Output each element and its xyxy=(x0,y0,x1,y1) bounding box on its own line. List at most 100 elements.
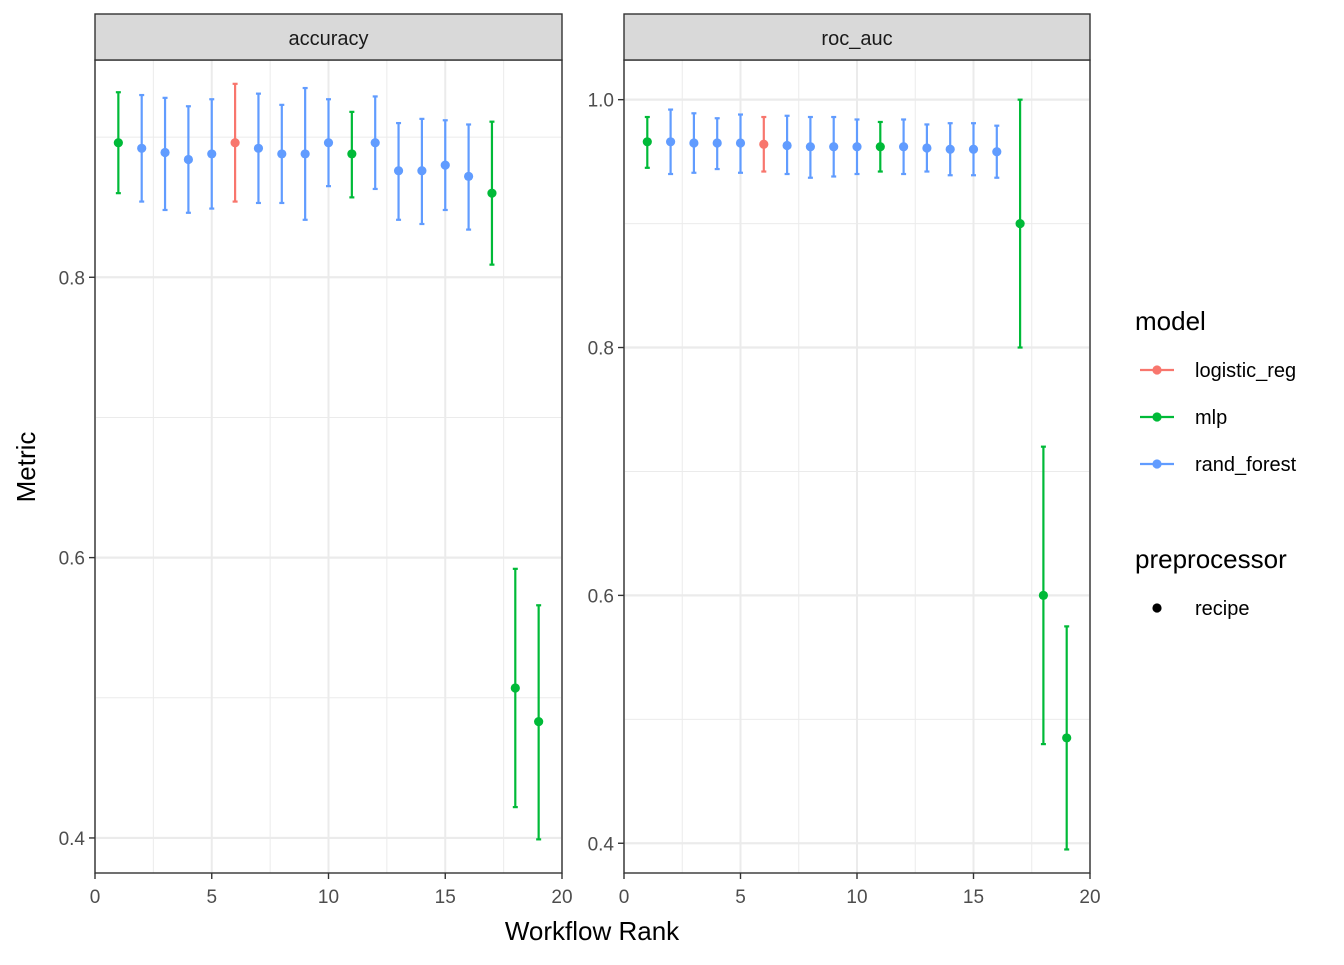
data-point-group xyxy=(510,567,520,809)
data-point xyxy=(968,144,979,154)
data-point-group xyxy=(689,112,699,174)
data-point-group xyxy=(992,124,1002,179)
data-point-group xyxy=(968,122,979,177)
legend-key-point xyxy=(1152,412,1162,422)
facet-strip xyxy=(94,13,563,61)
legend-item-rand_forest: rand_forest xyxy=(1140,454,1297,476)
data-point-group xyxy=(759,115,769,173)
data-point xyxy=(735,138,746,148)
data-point xyxy=(534,717,544,727)
data-point-group xyxy=(440,119,450,212)
x-tick-label: 5 xyxy=(735,887,746,908)
panel-roc_auc: roc_auc 0 5 10 15 20 0.4 0.6 0.8 1.0 xyxy=(588,13,1101,908)
data-point xyxy=(487,188,497,198)
data-point xyxy=(666,137,676,147)
legend-preprocessor-title: preprocessor xyxy=(1135,544,1287,574)
data-point xyxy=(852,142,862,152)
data-point xyxy=(1015,218,1025,229)
data-point xyxy=(253,143,264,153)
data-point xyxy=(417,166,427,176)
data-point-group xyxy=(805,115,816,179)
x-tick-label: 5 xyxy=(206,887,217,908)
y-tick-label: 0.6 xyxy=(588,586,614,607)
legend-key-point xyxy=(1152,459,1162,469)
legend-item-recipe: recipe xyxy=(1152,598,1249,620)
x-tick-label: 15 xyxy=(963,887,984,908)
x-tick-label: 15 xyxy=(435,887,456,908)
data-point-group xyxy=(1015,98,1025,349)
y-tick-label: 1.0 xyxy=(588,91,614,112)
legend-item-logistic_reg: logistic_reg xyxy=(1140,360,1296,382)
data-point-group xyxy=(1038,445,1048,746)
legend-item-mlp: mlp xyxy=(1140,407,1227,429)
data-point xyxy=(183,154,193,165)
data-point xyxy=(323,138,334,148)
y-axis-title: Metric xyxy=(11,432,41,503)
data-point-group xyxy=(534,604,544,841)
data-point xyxy=(440,160,450,170)
data-point-group xyxy=(852,118,862,176)
data-point-group xyxy=(323,98,334,188)
legend-model-title: model xyxy=(1135,306,1206,336)
data-point xyxy=(689,138,699,148)
y-tick-label: 0.4 xyxy=(588,834,615,855)
data-point-group xyxy=(393,121,404,221)
data-point-group xyxy=(370,95,380,191)
x-tick-label: 10 xyxy=(318,887,339,908)
x-tick-label: 20 xyxy=(1079,887,1100,908)
legend-item-label: recipe xyxy=(1195,598,1249,620)
data-point xyxy=(277,149,287,159)
data-point-group xyxy=(487,120,497,266)
data-point xyxy=(922,143,932,153)
x-tick-label: 0 xyxy=(619,887,630,908)
data-point xyxy=(1062,733,1072,743)
data-point-group xyxy=(347,110,357,199)
data-point xyxy=(137,143,147,153)
facet-strip xyxy=(623,13,1091,61)
data-point-group xyxy=(160,96,170,212)
data-point xyxy=(642,137,652,147)
data-point-group xyxy=(207,98,217,210)
data-point-group xyxy=(113,91,123,195)
x-tick-label: 10 xyxy=(846,887,867,908)
y-tick-label: 0.8 xyxy=(59,268,85,289)
data-point xyxy=(875,142,885,152)
data-point xyxy=(1038,590,1048,600)
data-point-group xyxy=(1062,625,1072,851)
data-point xyxy=(899,142,909,152)
data-point xyxy=(510,683,520,693)
x-tick-label: 0 xyxy=(90,887,101,908)
data-point xyxy=(782,140,792,151)
facet-strip-label: accuracy xyxy=(288,28,368,50)
data-point xyxy=(393,166,404,176)
legend-item-label: mlp xyxy=(1195,407,1227,429)
data-point-group xyxy=(945,122,955,177)
y-tick-label: 0.8 xyxy=(588,339,614,360)
data-point xyxy=(347,149,357,159)
y-tick-label: 0.6 xyxy=(59,549,85,570)
data-point-group xyxy=(666,108,676,176)
legend-item-label: rand_forest xyxy=(1195,454,1297,476)
panel-accuracy: accuracy 0 5 10 15 20 0.4 0.6 0.8 xyxy=(59,13,573,908)
data-point-group xyxy=(464,123,474,231)
data-point-group xyxy=(137,93,147,203)
data-point xyxy=(207,149,217,159)
data-point xyxy=(829,142,839,152)
data-point xyxy=(945,144,955,154)
data-point xyxy=(759,139,769,149)
x-axis-title: Workflow Rank xyxy=(505,916,680,946)
data-point-group xyxy=(230,82,240,203)
data-point-group xyxy=(300,86,310,221)
data-point xyxy=(160,147,170,158)
facet-strip-label: roc_auc xyxy=(821,28,892,50)
data-point-group xyxy=(899,118,909,176)
data-point xyxy=(992,147,1002,157)
x-tick-label: 20 xyxy=(551,887,572,908)
data-point-group xyxy=(642,115,652,169)
panels-layer: accuracy 0 5 10 15 20 0.4 0.6 0.8 roc_auc 0 5 10 15 20… xyxy=(59,13,1101,908)
data-point xyxy=(805,142,816,152)
data-point-group xyxy=(417,117,427,226)
data-point-group xyxy=(712,117,722,171)
